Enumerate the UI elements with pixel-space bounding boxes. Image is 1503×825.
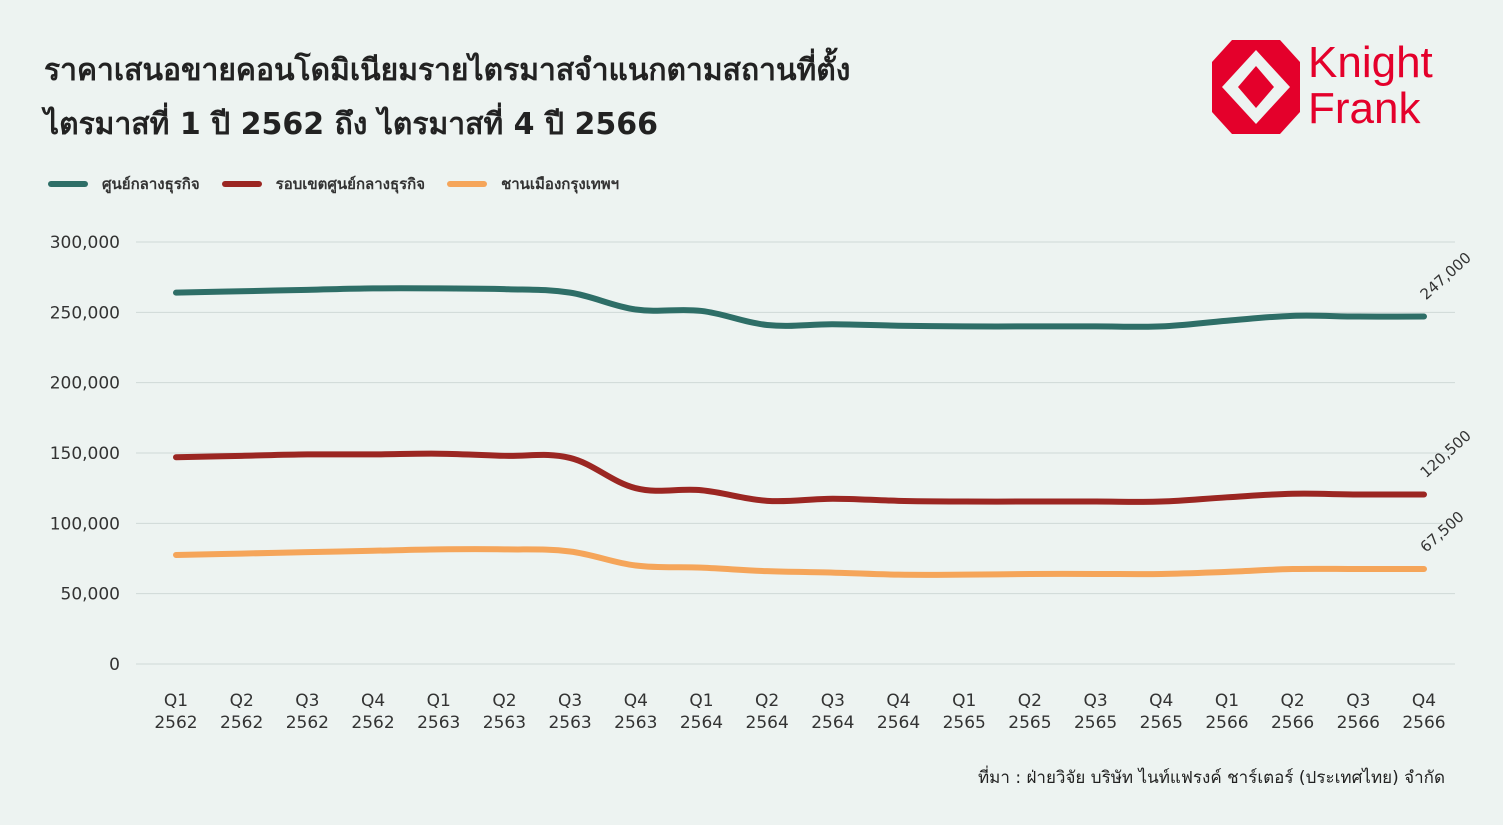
- x-tick-label-year: 2566: [1271, 713, 1314, 733]
- legend-label-suburban: ชานเมืองกรุงเทพฯ: [501, 175, 620, 193]
- legend-label-cbd: ศูนย์กลางธุรกิจ: [102, 175, 200, 193]
- x-tick-label-year: 2563: [417, 713, 460, 733]
- y-tick-label: 0: [109, 655, 120, 675]
- series-line-fringe-cbd: [173, 450, 1427, 505]
- logo-mark-corner: [1280, 40, 1300, 62]
- x-tick-label-quarter: Q3: [295, 691, 319, 711]
- x-tick-label-quarter: Q2: [1018, 691, 1042, 711]
- x-tick-label-quarter: Q2: [755, 691, 779, 711]
- x-tick-label-quarter: Q1: [164, 691, 188, 711]
- legend-item-cbd: ศูนย์กลางธุรกิจ: [48, 172, 200, 196]
- x-tick-label-quarter: Q1: [689, 691, 713, 711]
- logo-mark-corner: [1212, 112, 1232, 134]
- x-tick-label-quarter: Q3: [1083, 691, 1107, 711]
- y-tick-label: 250,000: [50, 303, 120, 323]
- x-tick-label-year: 2564: [680, 713, 723, 733]
- logo-text-line2: Frank: [1308, 84, 1421, 133]
- x-tick-label-year: 2565: [1074, 713, 1117, 733]
- logo-text-line1: Knight: [1308, 38, 1433, 87]
- chart-legend: ศูนย์กลางธุรกิจ รอบเขตศูนย์กลางธุรกิจ ชา…: [48, 172, 619, 196]
- x-tick-label-year: 2562: [286, 713, 329, 733]
- legend-item-fringe-cbd: รอบเขตศูนย์กลางธุรกิจ: [221, 172, 426, 196]
- x-tick-label-year: 2563: [614, 713, 657, 733]
- x-tick-label-year: 2565: [943, 713, 986, 733]
- x-tick-label-year: 2566: [1337, 713, 1380, 733]
- y-tick-label: 300,000: [50, 233, 120, 253]
- x-tick-label-quarter: Q2: [1281, 691, 1305, 711]
- x-tick-label-year: 2562: [154, 713, 197, 733]
- data-label-end: 247,000: [1417, 249, 1475, 304]
- x-tick-label-quarter: Q1: [952, 691, 976, 711]
- knight-frank-logo-mark-icon: [1212, 40, 1300, 134]
- x-tick-label-quarter: Q3: [1346, 691, 1370, 711]
- x-tick-label-year: 2562: [220, 713, 263, 733]
- x-tick-label-year: 2566: [1205, 713, 1248, 733]
- logo-mark-inner-diamond: [1238, 66, 1274, 108]
- x-tick-label-year: 2566: [1402, 713, 1445, 733]
- y-tick-label: 50,000: [61, 585, 120, 605]
- knight-frank-logo: Knight Frank: [1212, 40, 1462, 140]
- x-tick-label-year: 2563: [483, 713, 526, 733]
- legend-swatch-cbd: [48, 181, 88, 187]
- x-tick-label-quarter: Q4: [361, 691, 385, 711]
- chart-title-line1: ราคาเสนอขายคอนโดมิเนียมรายไตรมาสจำแนกตาม…: [44, 53, 851, 88]
- x-tick-label-year: 2565: [1140, 713, 1183, 733]
- x-tick-label-quarter: Q4: [1412, 691, 1436, 711]
- legend-swatch-fringe-cbd: [221, 181, 262, 187]
- series-line-suburban: [173, 546, 1427, 578]
- data-label-end: 120,500: [1417, 427, 1475, 482]
- x-tick-label-year: 2565: [1008, 713, 1051, 733]
- y-tick-label: 100,000: [50, 514, 120, 534]
- line-chart: 0 50,000 100,000 150,000 200,000 250,000 300,0…: [50, 233, 1475, 733]
- x-tick-label-year: 2564: [746, 713, 789, 733]
- x-tick-label-year: 2562: [351, 713, 394, 733]
- chart-title-line2: ไตรมาสที่ 1 ปี 2562 ถึง ไตรมาสที่ 4 ปี 2…: [44, 107, 658, 142]
- legend-label-fringe-cbd: รอบเขตศูนย์กลางธุรกิจ: [275, 175, 426, 193]
- y-tick-label: 150,000: [50, 444, 120, 464]
- x-tick-label-quarter: Q2: [230, 691, 254, 711]
- x-tick-label-year: 2563: [548, 713, 591, 733]
- source-note: ที่มา : ฝ่ายวิจัย บริษัท ไนท์แฟรงค์ ชาร์…: [977, 768, 1445, 788]
- legend-item-suburban: ชานเมืองกรุงเทพฯ: [447, 172, 619, 196]
- x-tick-label-quarter: Q1: [427, 691, 451, 711]
- series-line-cbd: [173, 285, 1427, 330]
- x-tick-label-quarter: Q3: [558, 691, 582, 711]
- logo-text: Knight Frank: [1308, 40, 1433, 132]
- x-tick-label-year: 2564: [811, 713, 854, 733]
- x-tick-label-year: 2564: [877, 713, 920, 733]
- x-tick-label-quarter: Q1: [1215, 691, 1239, 711]
- chart-title: ราคาเสนอขายคอนโดมิเนียมรายไตรมาสจำแนกตาม…: [44, 44, 850, 152]
- x-tick-label-quarter: Q3: [821, 691, 845, 711]
- x-tick-label-quarter: Q4: [886, 691, 910, 711]
- x-tick-label-quarter: Q4: [624, 691, 648, 711]
- y-tick-label: 200,000: [50, 374, 120, 394]
- x-tick-label-quarter: Q4: [1149, 691, 1173, 711]
- logo-mark-corner: [1212, 40, 1232, 62]
- legend-swatch-suburban: [447, 181, 488, 187]
- logo-mark-corner: [1280, 112, 1300, 134]
- data-label-end: 67,500: [1417, 508, 1468, 557]
- x-tick-label-quarter: Q2: [492, 691, 516, 711]
